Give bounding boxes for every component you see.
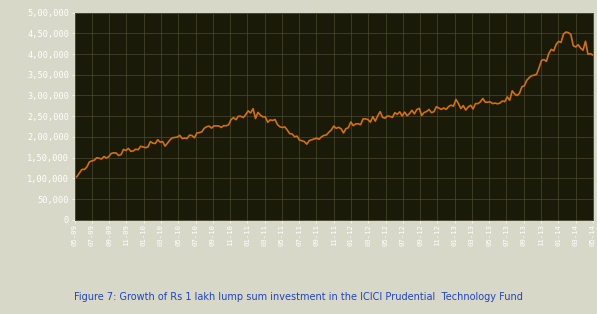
Text: Figure 7: Growth of Rs 1 lakh lump sum investment in the ICICI Prudential  Techn: Figure 7: Growth of Rs 1 lakh lump sum i… [74, 292, 523, 302]
